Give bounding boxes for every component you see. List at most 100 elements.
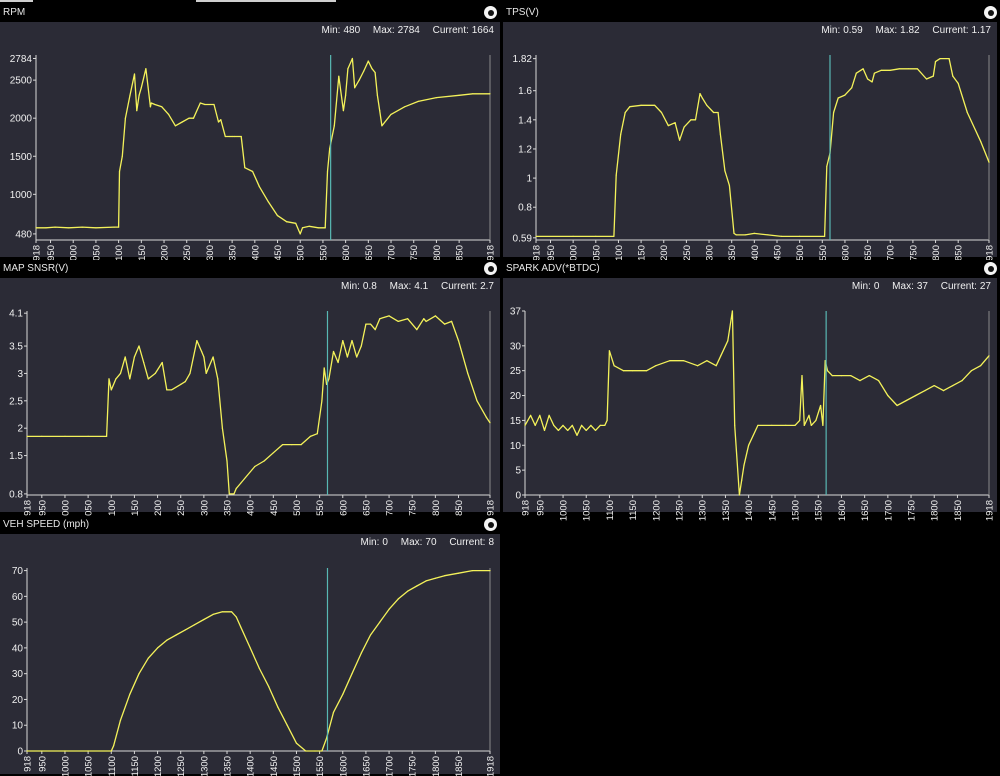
plot-area[interactable]: Min: 0 Max: 70 Current: 8 0 10 20 30 40 50 60 70 91… xyxy=(0,534,500,776)
chart-options-button[interactable] xyxy=(484,6,497,19)
plot-area[interactable]: Min: 0.8 Max: 4.1 Current: 2.7 0.8 1.5 2 2.5 3 3… xyxy=(0,278,500,521)
rpm-chart-panel: RPM Min: 480 Max: 2784 Current: 1664 480 100… xyxy=(0,4,500,266)
x-tick-label: 1500 xyxy=(791,500,802,521)
chart-title: VEH SPEED (mph) xyxy=(3,519,90,530)
data-point xyxy=(145,68,147,70)
data-point xyxy=(701,97,703,99)
y-tick-label: 5 xyxy=(515,466,521,477)
plot-area[interactable]: Min: 0.59 Max: 1.82 Current: 1.17 0.59 0.8 1 1… xyxy=(503,22,997,266)
data-point xyxy=(388,608,390,610)
data-point xyxy=(907,68,909,70)
data-point xyxy=(346,356,348,358)
data-point xyxy=(624,111,626,114)
data-point xyxy=(855,72,857,74)
data-point xyxy=(706,360,708,362)
data-point xyxy=(471,570,473,572)
data-point xyxy=(212,613,214,615)
min-value: 0.8 xyxy=(362,281,377,292)
data-point xyxy=(365,323,367,325)
chart-title: MAP SNSR(V) xyxy=(3,263,69,274)
data-point xyxy=(833,111,835,114)
data-point xyxy=(188,117,190,119)
data-point xyxy=(26,750,28,752)
data-point xyxy=(407,318,409,320)
data-point xyxy=(345,94,347,96)
data-point xyxy=(599,424,601,426)
data-point xyxy=(988,161,990,163)
x-tick-label: 1450 xyxy=(269,756,280,776)
data-point xyxy=(87,435,89,437)
x-tick-label: 1918 xyxy=(985,245,996,266)
data-point xyxy=(379,110,381,112)
data-point xyxy=(342,693,344,695)
x-tick-label: 1550 xyxy=(814,500,825,521)
x-tick-label: 918 xyxy=(23,500,34,516)
data-point xyxy=(254,465,256,468)
data-point xyxy=(333,125,335,127)
data-point xyxy=(390,113,392,115)
data-point xyxy=(121,155,123,157)
data-point xyxy=(189,372,191,374)
plot-area[interactable]: Min: 480 Max: 2784 Current: 1664 480 1000 150… xyxy=(0,22,500,266)
data-point xyxy=(862,68,864,70)
data-point xyxy=(733,232,735,234)
data-point xyxy=(231,135,233,138)
y-tick-label: 1.5 xyxy=(9,451,23,462)
data-point xyxy=(952,75,954,77)
x-tick-label: 1300 xyxy=(705,245,716,266)
x-tick-label: 1600 xyxy=(840,245,851,266)
data-point xyxy=(337,361,339,364)
x-tick-label: 1600 xyxy=(837,500,848,521)
y-tick-label: 1.2 xyxy=(518,144,532,155)
data-point xyxy=(889,69,891,71)
data-point xyxy=(113,745,115,747)
data-point xyxy=(824,235,826,237)
data-point xyxy=(174,125,176,127)
data-point xyxy=(323,367,325,369)
data-point xyxy=(157,647,159,649)
x-tick-label: 1100 xyxy=(614,245,625,265)
stats-readout: Min: 480 Max: 2784 Current: 1664 xyxy=(319,25,494,36)
data-point xyxy=(924,390,926,392)
chart-options-button[interactable] xyxy=(984,6,997,19)
x-tick-label: 1150 xyxy=(637,245,648,265)
x-tick-label: 1400 xyxy=(250,245,261,266)
data-point xyxy=(794,424,796,426)
x-tick-label: 1000 xyxy=(60,756,71,776)
data-point xyxy=(376,94,378,96)
data-point xyxy=(961,380,963,382)
chart-options-button[interactable] xyxy=(484,518,497,531)
x-tick-label: 1700 xyxy=(883,500,894,521)
y-tick-label: 15 xyxy=(510,416,522,427)
current-label: Current: xyxy=(449,537,486,548)
data-point xyxy=(305,750,307,752)
data-point xyxy=(952,385,954,387)
data-point xyxy=(360,345,362,347)
chart-options-button[interactable] xyxy=(984,262,997,275)
data-point xyxy=(604,424,606,426)
series-line xyxy=(536,57,990,238)
data-point xyxy=(868,375,870,377)
x-tick-label: 1750 xyxy=(908,245,919,266)
x-tick-label: 1600 xyxy=(341,245,352,266)
data-point xyxy=(282,444,284,446)
y-tick-label: 0 xyxy=(515,491,521,502)
data-point xyxy=(472,93,474,95)
x-tick-label: 1918 xyxy=(985,500,996,521)
data-point xyxy=(118,170,121,173)
x-tick-label: 950 xyxy=(46,245,57,261)
data-point xyxy=(699,93,701,95)
data-point xyxy=(203,356,205,358)
data-point xyxy=(916,68,918,70)
data-point xyxy=(613,235,615,237)
data-point xyxy=(351,673,353,675)
data-point xyxy=(878,380,880,382)
chart-options-button[interactable] xyxy=(484,262,497,275)
data-point xyxy=(240,135,242,138)
data-point xyxy=(277,706,279,708)
plot-area[interactable]: Min: 0 Max: 37 Current: 27 0 5 10 15 20 25 30 37 91… xyxy=(503,278,997,521)
x-tick-label: 1250 xyxy=(182,245,193,266)
x-tick-label: 1850 xyxy=(454,500,465,521)
data-point xyxy=(299,233,301,235)
y-tick-label: 1500 xyxy=(10,152,33,163)
